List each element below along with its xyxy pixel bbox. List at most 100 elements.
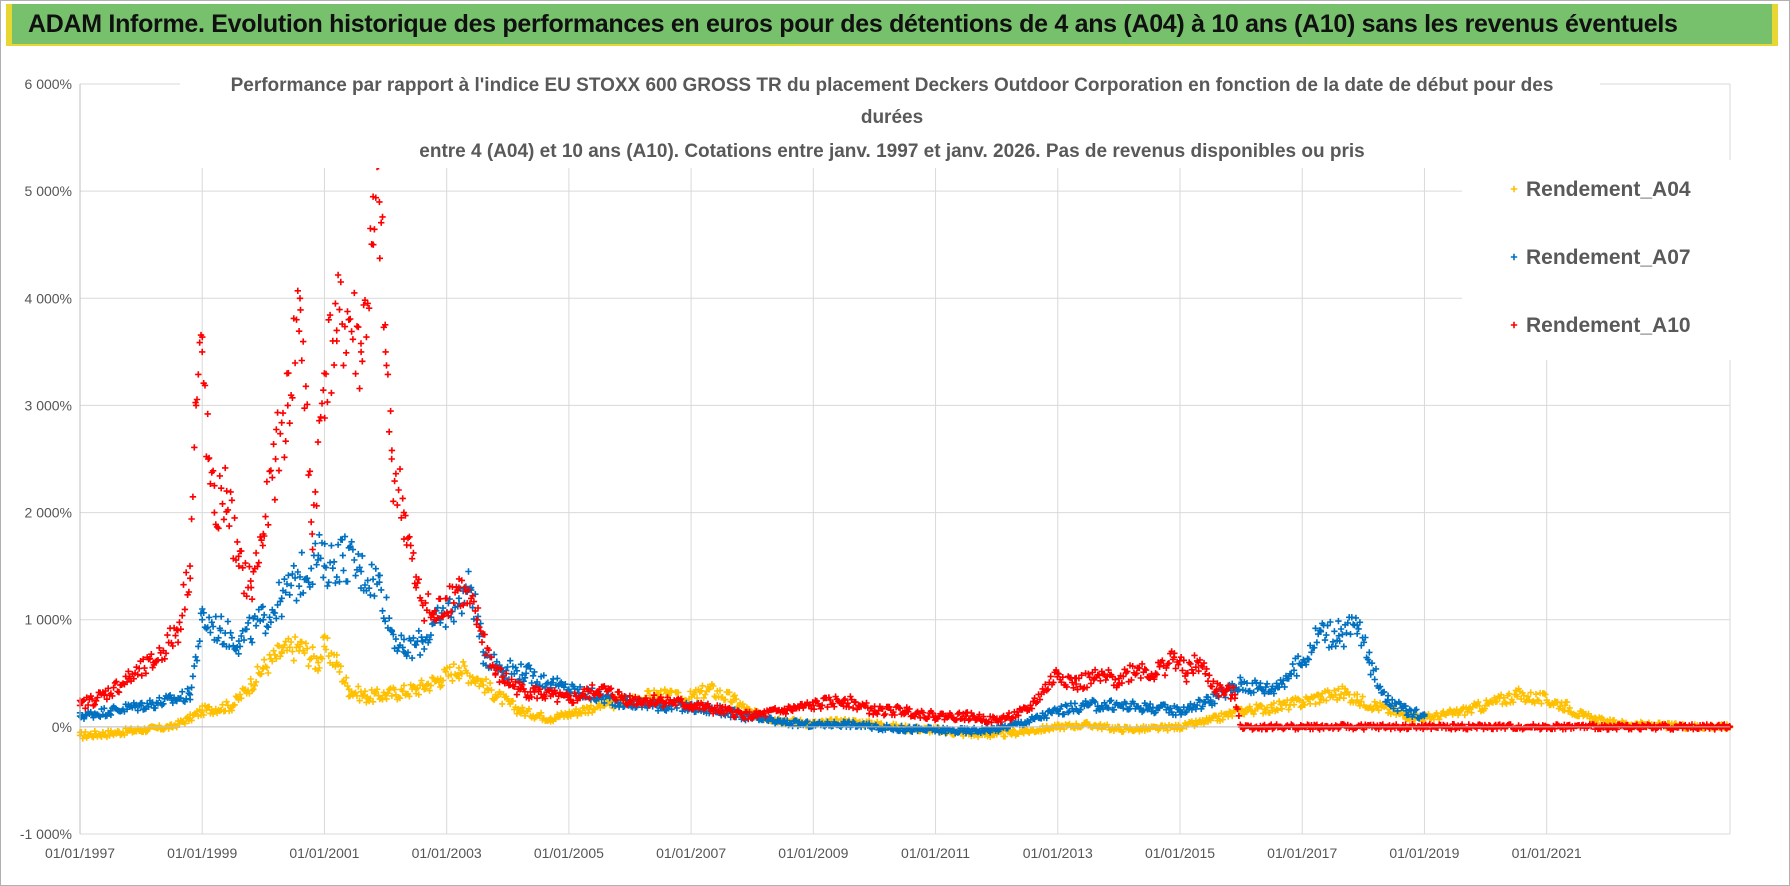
data-point	[728, 699, 736, 706]
data-point	[304, 645, 311, 652]
data-point	[355, 550, 362, 558]
data-point	[270, 441, 277, 448]
data-point	[339, 552, 346, 559]
data-point	[263, 664, 271, 671]
data-point	[392, 470, 400, 477]
data-point	[1331, 687, 1338, 694]
data-point	[243, 626, 250, 633]
data-point	[512, 664, 519, 671]
data-point	[699, 682, 706, 689]
data-point	[1371, 698, 1378, 705]
data-point	[289, 648, 296, 655]
data-point	[383, 362, 390, 369]
data-point	[271, 496, 279, 503]
data-point	[478, 639, 486, 646]
data-point	[348, 328, 355, 335]
data-point	[407, 542, 414, 549]
data-point	[263, 478, 271, 485]
data-point	[439, 604, 447, 612]
data-point	[336, 668, 343, 676]
data-point	[396, 695, 404, 702]
data-point	[344, 682, 351, 690]
data-point	[359, 358, 366, 365]
data-point	[181, 698, 189, 705]
data-point	[1600, 716, 1607, 723]
data-point	[365, 305, 373, 312]
data-point	[234, 538, 241, 546]
data-point	[180, 581, 187, 588]
banner-left-corner	[6, 4, 12, 44]
data-point	[290, 657, 297, 664]
data-point	[486, 679, 494, 687]
data-point	[1337, 691, 1345, 698]
data-point	[710, 682, 717, 690]
data-point	[269, 658, 276, 665]
data-point	[320, 387, 327, 394]
data-point	[271, 609, 279, 617]
data-point	[455, 675, 463, 682]
data-point	[333, 337, 340, 345]
data-point	[480, 681, 487, 689]
data-point	[195, 643, 202, 650]
data-point	[273, 615, 280, 622]
data-point	[1270, 699, 1278, 707]
data-point	[399, 495, 406, 502]
data-point	[368, 561, 375, 568]
data-point	[554, 675, 561, 682]
data-point	[314, 438, 322, 446]
data-point	[449, 677, 456, 684]
data-point	[388, 447, 396, 454]
data-point	[410, 634, 417, 642]
data-point	[476, 683, 483, 690]
data-point	[1563, 698, 1571, 706]
data-point	[1316, 699, 1323, 706]
data-point	[324, 634, 331, 642]
data-point	[216, 472, 223, 480]
data-point	[408, 555, 416, 562]
data-point	[1274, 707, 1282, 714]
data-point	[1505, 690, 1513, 697]
data-point	[301, 649, 308, 657]
data-point	[347, 315, 354, 323]
data-point	[458, 610, 465, 617]
data-point	[216, 625, 223, 632]
data-point	[238, 695, 245, 702]
data-point	[191, 662, 198, 670]
data-point	[371, 226, 378, 233]
data-point	[262, 513, 269, 520]
data-point	[567, 688, 574, 696]
data-point	[248, 639, 256, 646]
data-point	[297, 306, 304, 314]
data-point	[348, 538, 355, 545]
data-point	[289, 570, 296, 578]
data-point	[328, 542, 335, 549]
x-tick-label: 01/01/1999	[167, 845, 237, 861]
data-point	[1241, 711, 1248, 718]
data-point	[408, 654, 416, 662]
data-point	[1527, 689, 1534, 696]
data-point	[400, 682, 408, 689]
data-point	[312, 488, 319, 496]
data-point	[880, 712, 888, 719]
data-point	[1246, 703, 1253, 710]
data-point	[1540, 690, 1548, 697]
chart-title-line-3: entre 4 (A04) et 10 ans (A10). Cotations…	[419, 141, 1364, 162]
data-point	[188, 684, 195, 691]
data-point	[697, 687, 705, 694]
data-point	[318, 655, 326, 662]
data-point	[528, 679, 535, 687]
data-point	[230, 702, 237, 709]
data-point	[222, 464, 229, 472]
data-point	[223, 487, 230, 495]
data-point	[363, 333, 370, 341]
legend-label: Rendement_A07	[1526, 246, 1691, 269]
data-point	[286, 644, 293, 651]
data-point	[1301, 701, 1308, 709]
data-point	[290, 562, 297, 569]
data-point	[232, 693, 240, 700]
data-point	[351, 289, 358, 297]
data-point	[390, 631, 397, 638]
data-point	[522, 670, 530, 677]
data-point	[1191, 652, 1198, 659]
data-point	[195, 371, 202, 378]
